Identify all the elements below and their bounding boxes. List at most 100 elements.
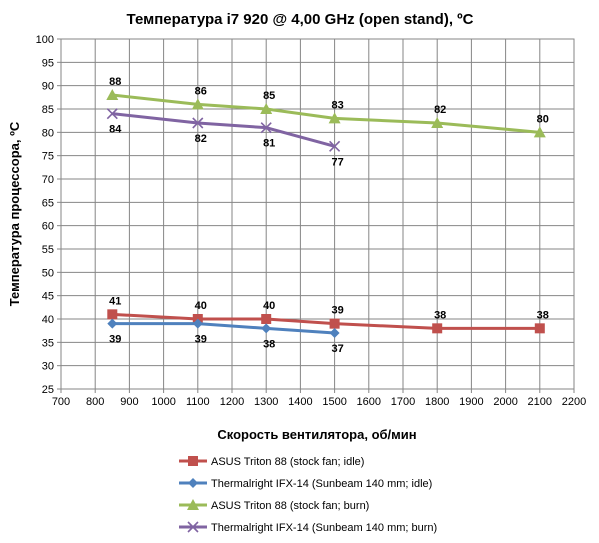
- data-label: 40: [195, 300, 207, 312]
- data-point: [533, 126, 546, 138]
- y-tick-label: 60: [42, 221, 54, 233]
- data-label: 41: [109, 295, 121, 307]
- data-label: 39: [109, 334, 121, 346]
- data-label: 80: [537, 113, 549, 125]
- series-4: [106, 108, 341, 152]
- legend: ASUS Triton 88 (stock fan; idle) Thermalr…: [179, 456, 437, 534]
- series-2: [107, 318, 340, 338]
- legend-marker: [188, 478, 198, 488]
- gridlines: [60, 38, 575, 390]
- data-point: [432, 323, 443, 334]
- x-tick-label: 900: [120, 396, 138, 408]
- x-axis-ticks: 700 800 900 1000 1100 1200 1300 1400 1500 1600 170…: [52, 389, 586, 408]
- data-label: 82: [195, 133, 207, 145]
- data-point: [534, 323, 545, 334]
- x-tick-label: 2100: [528, 396, 552, 408]
- legend-marker: [187, 521, 199, 533]
- y-tick-label: 70: [42, 174, 54, 186]
- data-label: 38: [434, 309, 446, 321]
- data-point: [261, 323, 272, 334]
- x-tick-label: 1700: [391, 396, 415, 408]
- data-label: 82: [434, 104, 446, 116]
- data-point: [106, 89, 119, 100]
- data-label: 88: [109, 76, 121, 88]
- legend-item: ASUS Triton 88 (stock fan; burn): [179, 499, 369, 512]
- data-label: 83: [331, 99, 343, 111]
- series-layer: [106, 89, 546, 338]
- legend-label: ASUS Triton 88 (stock fan; burn): [211, 500, 369, 512]
- series-3: [106, 89, 546, 138]
- x-axis-title: Скорость вентилятора, об/мин: [217, 427, 416, 442]
- y-tick-label: 95: [42, 57, 54, 69]
- y-tick-label: 35: [42, 337, 54, 349]
- x-tick-label: 1300: [254, 396, 278, 408]
- x-tick-label: 700: [52, 396, 70, 408]
- y-tick-label: 50: [42, 267, 54, 279]
- y-tick-label: 55: [42, 244, 54, 256]
- data-point: [191, 98, 204, 110]
- x-tick-label: 1400: [288, 396, 312, 408]
- data-label: 39: [331, 305, 343, 317]
- legend-marker: [188, 456, 198, 466]
- data-point: [260, 103, 273, 114]
- data-point: [260, 122, 272, 134]
- x-tick-label: 800: [86, 396, 104, 408]
- x-tick-label: 1100: [186, 396, 210, 408]
- data-label: 38: [263, 338, 275, 350]
- data-label: 85: [263, 90, 275, 102]
- x-tick-label: 2000: [493, 396, 517, 408]
- x-tick-label: 1600: [357, 396, 381, 408]
- legend-item: Thermalright IFX-14 (Sunbeam 140 mm; bur…: [179, 521, 437, 534]
- data-point: [329, 328, 340, 338]
- y-tick-label: 25: [42, 384, 54, 396]
- legend-label: Thermalright IFX-14 (Sunbeam 140 mm; idl…: [211, 478, 432, 490]
- y-tick-label: 85: [42, 104, 54, 116]
- data-point: [329, 318, 340, 329]
- y-tick-label: 65: [42, 197, 54, 209]
- y-tick-label: 100: [36, 34, 54, 46]
- x-tick-label: 1200: [220, 396, 244, 408]
- x-tick-label: 1500: [322, 396, 346, 408]
- x-tick-label: 1900: [459, 396, 483, 408]
- chart-title: Температура i7 920 @ 4,00 GHz (open stan…: [127, 11, 474, 28]
- legend-item: Thermalright IFX-14 (Sunbeam 140 mm; idl…: [179, 478, 432, 490]
- y-axis-title: Температура процессора, ºC: [7, 121, 22, 306]
- data-label: 77: [331, 156, 343, 168]
- plot-area: [60, 38, 575, 390]
- y-tick-label: 90: [42, 81, 54, 93]
- data-point: [329, 140, 341, 152]
- y-axis-ticks: 25 30 35 40 45 50 55 60 65 70 75 80 85 90 95 100: [36, 34, 61, 396]
- y-tick-label: 80: [42, 127, 54, 139]
- series-line: [112, 93, 540, 134]
- x-tick-label: 2200: [562, 396, 586, 408]
- data-point: [192, 117, 204, 129]
- data-point: [107, 318, 118, 329]
- x-tick-label: 1800: [425, 396, 449, 408]
- data-point: [192, 318, 203, 329]
- data-point: [431, 117, 444, 128]
- series-line: [112, 322, 335, 335]
- x-tick-label: 1000: [151, 396, 175, 408]
- data-label: 81: [263, 138, 275, 150]
- data-label: 37: [331, 343, 343, 355]
- data-point: [107, 309, 118, 320]
- data-point: [106, 108, 118, 120]
- legend-label: Thermalright IFX-14 (Sunbeam 140 mm; bur…: [211, 522, 437, 534]
- data-point: [261, 314, 272, 324]
- y-tick-label: 30: [42, 361, 54, 373]
- y-tick-label: 45: [42, 291, 54, 303]
- y-tick-label: 75: [42, 151, 54, 163]
- series-line: [112, 312, 540, 330]
- legend-label: ASUS Triton 88 (stock fan; idle): [211, 456, 364, 468]
- data-label: 86: [195, 85, 207, 97]
- data-labels: 41 40 40 39 38 38 39 39 38 37 88 86 85 83 82 80 84 82 81 77: [109, 76, 549, 355]
- series-line: [112, 112, 335, 148]
- data-label: 39: [195, 334, 207, 346]
- data-label: 38: [537, 309, 549, 321]
- y-tick-label: 40: [42, 314, 54, 326]
- legend-item: ASUS Triton 88 (stock fan; idle): [179, 456, 364, 468]
- data-label: 40: [263, 300, 275, 312]
- data-label: 84: [109, 124, 122, 136]
- legend-marker: [187, 499, 199, 510]
